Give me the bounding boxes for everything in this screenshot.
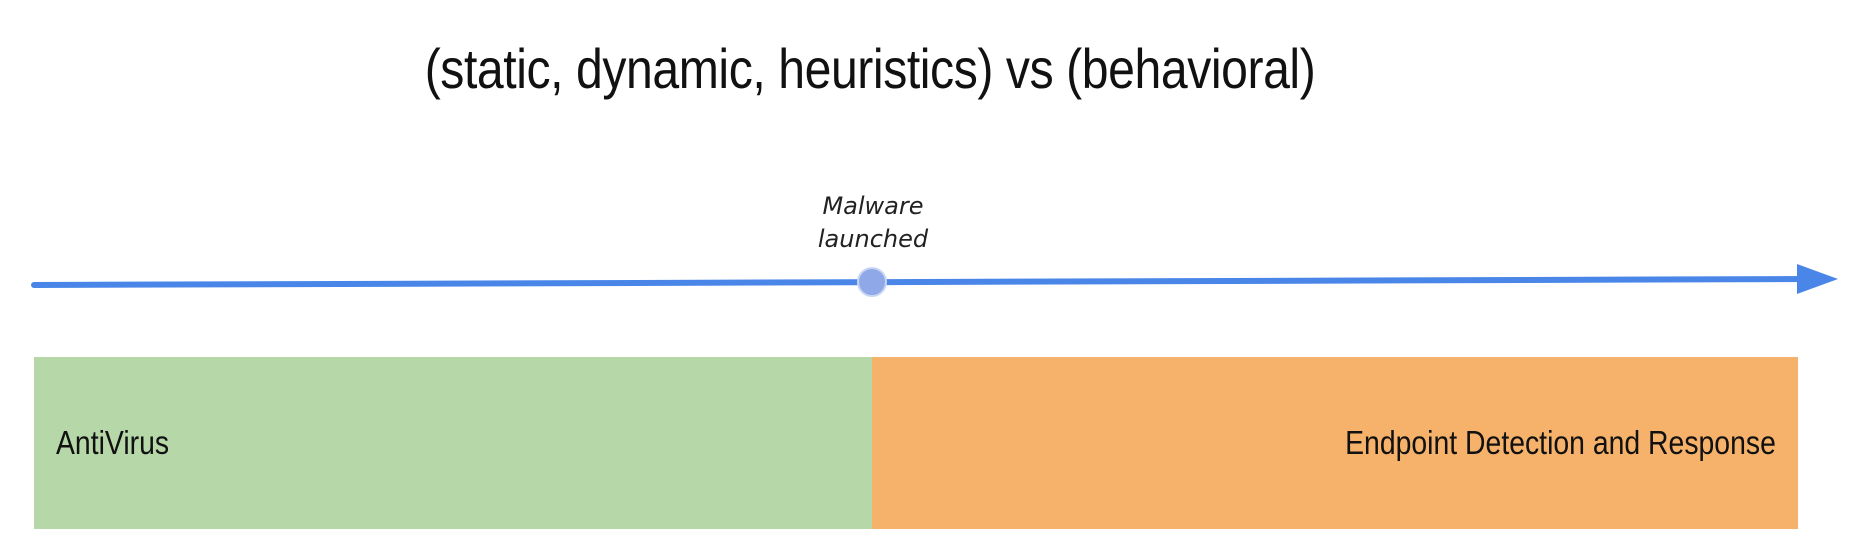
timeline-axis-line bbox=[31, 276, 1815, 288]
diagram-title: (static, dynamic, heuristics) vs (behavi… bbox=[424, 37, 1316, 100]
malware-launched-marker bbox=[857, 267, 887, 297]
edr-segment: Endpoint Detection and Response bbox=[872, 357, 1798, 529]
event-label-line-1: Malware bbox=[822, 192, 924, 220]
malware-launched-label: Malware launched bbox=[773, 190, 973, 256]
antivirus-segment: AntiVirus bbox=[34, 357, 872, 529]
edr-label: Endpoint Detection and Response bbox=[1345, 424, 1776, 461]
antivirus-label: AntiVirus bbox=[56, 424, 170, 461]
timeline-arrowhead bbox=[1797, 264, 1838, 294]
event-label-line-2: launched bbox=[817, 225, 929, 253]
